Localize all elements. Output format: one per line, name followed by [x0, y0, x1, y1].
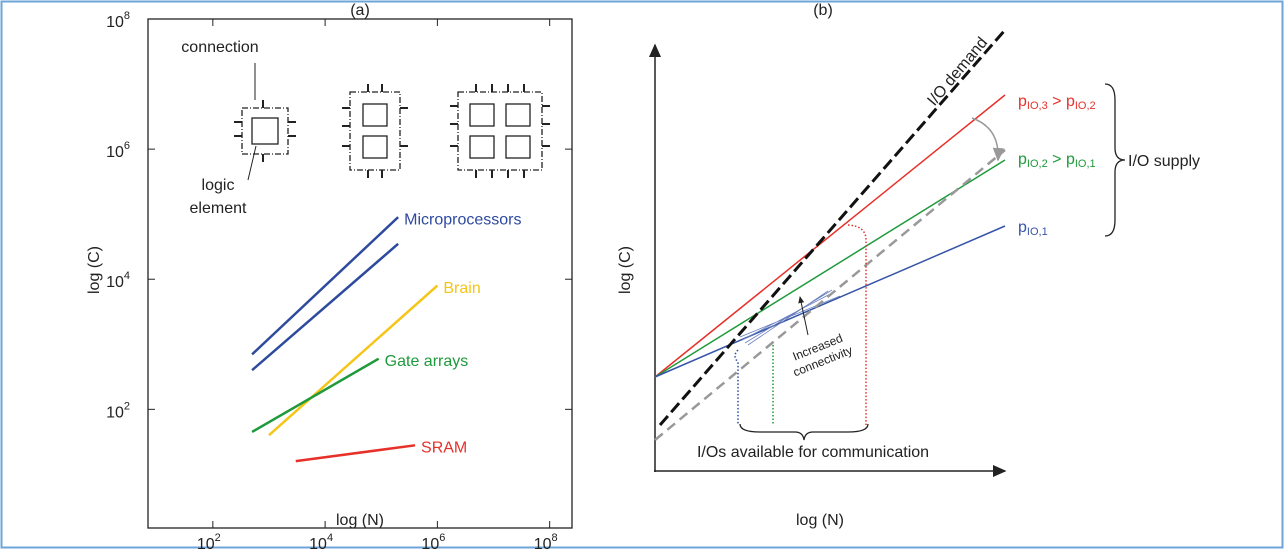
- label-text: p: [1018, 219, 1027, 236]
- series-line: [251, 357, 380, 433]
- subscript: IO,1: [1027, 226, 1048, 238]
- tick-base: 10: [534, 536, 552, 549]
- connectivity-lines: [739, 289, 841, 346]
- connection-pins: [234, 84, 550, 178]
- panel-title: (b): [813, 2, 833, 19]
- annotation: logic: [202, 177, 235, 194]
- annotation: I/O supply: [1128, 153, 1200, 170]
- icon-outline: [241, 107, 289, 155]
- panel-title: (a): [350, 2, 370, 19]
- logic-element: [469, 103, 495, 127]
- annotation: connection: [181, 39, 258, 56]
- tick-label: 104: [106, 270, 130, 291]
- brace: [739, 423, 869, 441]
- tick-label: 104: [309, 532, 333, 549]
- supply-label: pIO,2 > pIO,1: [1018, 151, 1096, 170]
- tick-label: 102: [197, 532, 221, 549]
- shift-arrow: [971, 117, 1005, 162]
- series-line: [268, 284, 439, 437]
- logic-element: [505, 135, 531, 159]
- supply-brace: [1104, 83, 1126, 237]
- tick-exponent: 2: [215, 532, 221, 544]
- callout-lines: [247, 63, 257, 181]
- icons: [234, 63, 550, 181]
- series-label: Microprocessors: [404, 211, 521, 228]
- io-marker: [734, 349, 739, 425]
- series-line: [251, 242, 399, 372]
- tick-exponent: 4: [124, 270, 130, 282]
- logic-element: [505, 103, 531, 127]
- connectivity-arrow: [798, 296, 809, 336]
- subscript: IO,2: [1075, 100, 1096, 112]
- supply-line-1: [654, 225, 1006, 378]
- tick-base: 10: [197, 536, 215, 549]
- tick-base: 10: [106, 274, 124, 291]
- tick-exponent: 6: [439, 532, 445, 544]
- tick-base: 10: [421, 536, 439, 549]
- series-line: [251, 216, 400, 356]
- tick-label: 106: [421, 532, 445, 549]
- tick-exponent: 2: [124, 400, 130, 412]
- panel-a: (a) log (N) log (C) connection logic ele…: [86, 2, 573, 549]
- tick-base: 10: [106, 405, 124, 422]
- series-label: SRAM: [421, 440, 467, 457]
- diagram-lines: [649, 29, 1126, 477]
- icon-outline: [457, 91, 543, 171]
- label-text: p: [1018, 151, 1027, 168]
- annotation: element: [190, 200, 247, 217]
- label-text: > p: [1048, 93, 1075, 110]
- plot-frame: [147, 18, 573, 529]
- series-label: Brain: [443, 280, 480, 297]
- tick-label: 108: [534, 532, 558, 549]
- series-label: Gate arrays: [385, 353, 469, 370]
- supply-line-3: [654, 94, 1006, 378]
- tick-exponent: 8: [124, 10, 130, 22]
- supply-label: pIO,1: [1018, 219, 1048, 238]
- demand-line: [658, 29, 1007, 426]
- subscript: IO,1: [1075, 158, 1096, 170]
- supply-label: pIO,3 > pIO,2: [1018, 93, 1096, 112]
- tick-label: 106: [106, 140, 130, 161]
- x-axis-label: log (N): [796, 512, 844, 529]
- tick-label: 102: [106, 400, 130, 421]
- shifted-demand: [654, 149, 1006, 441]
- subscript: IO,2: [1027, 158, 1048, 170]
- supply-line-2: [654, 159, 1006, 378]
- icon-outline: [349, 91, 401, 171]
- subscript: IO,3: [1027, 100, 1048, 112]
- logic-element: [362, 135, 388, 159]
- tick-exponent: 6: [124, 140, 130, 152]
- logic-element: [251, 117, 279, 145]
- series-line: [295, 444, 416, 463]
- y-axis-label: log (C): [86, 246, 103, 294]
- tick-label: 108: [106, 10, 130, 31]
- y-axis-label: log (C): [617, 246, 634, 294]
- x-axis-label: log (N): [336, 512, 384, 529]
- logic-element: [362, 103, 388, 127]
- tick-base: 10: [309, 536, 327, 549]
- tick-exponent: 4: [327, 532, 333, 544]
- annotation: I/Os available for communication: [697, 444, 929, 461]
- tick-exponent: 8: [551, 532, 557, 544]
- label-text: > p: [1048, 151, 1075, 168]
- logic-element: [469, 135, 495, 159]
- label-text: p: [1018, 93, 1027, 110]
- tick-base: 10: [106, 14, 124, 31]
- tick-base: 10: [106, 144, 124, 161]
